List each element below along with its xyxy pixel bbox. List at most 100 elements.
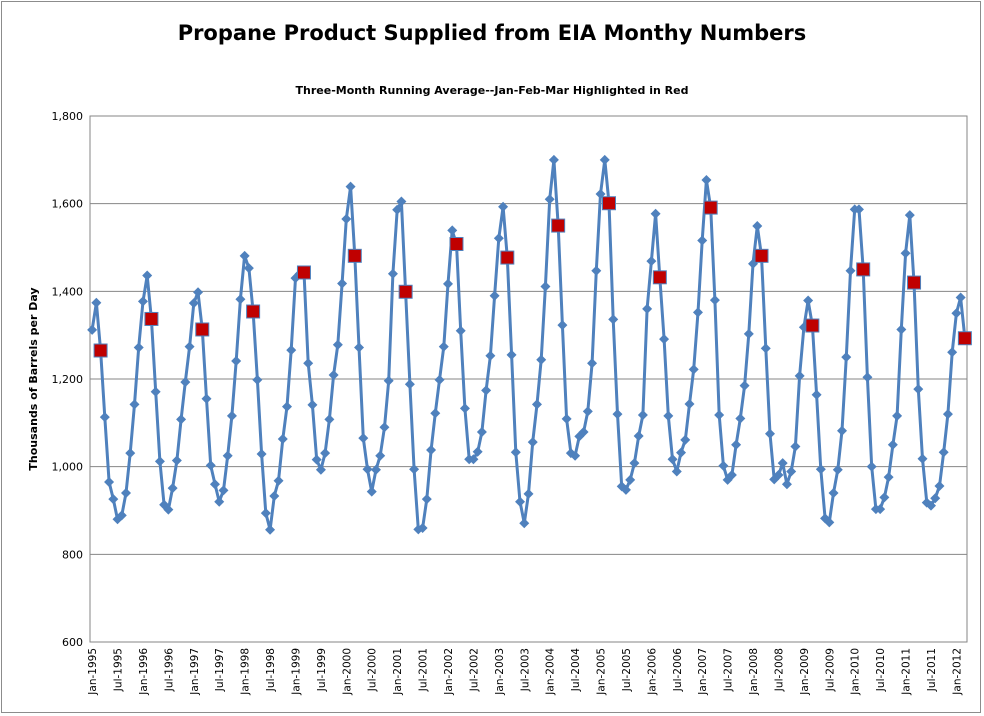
- data-point: [315, 464, 326, 475]
- data-point: [129, 399, 140, 410]
- x-tick-label: Jul-2009: [824, 648, 836, 692]
- data-point: [472, 446, 483, 457]
- x-tick-label: Jul-1998: [265, 648, 277, 692]
- x-tick-label: Jan-2008: [748, 648, 760, 696]
- data-point: [811, 389, 822, 400]
- data-point: [773, 469, 784, 480]
- x-tick-label: Jan-2007: [697, 648, 709, 696]
- x-tick-label: Jul-2006: [672, 648, 684, 692]
- data-point: [803, 295, 814, 306]
- data-point: [493, 233, 504, 244]
- data-point: [193, 287, 204, 298]
- series-line: [87, 154, 972, 535]
- highlight-point-mar: [449, 236, 464, 251]
- x-tick-label: Jul-2000: [367, 648, 379, 692]
- data-point: [455, 325, 466, 336]
- data-point: [239, 250, 250, 261]
- data-point: [544, 194, 555, 205]
- data-point: [760, 343, 771, 354]
- data-point: [137, 296, 148, 307]
- data-point: [667, 454, 678, 465]
- data-point: [121, 487, 132, 498]
- data-point: [489, 290, 500, 301]
- highlight-point-mar: [957, 331, 972, 346]
- highlight-point-mar: [246, 304, 261, 319]
- data-point: [709, 295, 720, 306]
- data-point: [540, 281, 551, 292]
- data-point: [883, 472, 894, 483]
- data-point: [222, 450, 233, 461]
- data-point: [256, 448, 267, 459]
- data-point: [218, 485, 229, 496]
- data-point: [718, 460, 729, 471]
- x-tick-label: Jul-1999: [316, 648, 328, 692]
- data-point: [701, 174, 712, 185]
- series-path: [90, 158, 967, 532]
- data-point: [735, 413, 746, 424]
- data-point: [591, 265, 602, 276]
- highlight-point-mar: [601, 196, 616, 211]
- data-point: [790, 441, 801, 452]
- highlight-point-mar: [805, 318, 820, 333]
- data-point: [324, 414, 335, 425]
- data-point: [781, 479, 792, 490]
- data-point: [650, 208, 661, 219]
- data-point: [515, 496, 526, 507]
- y-axis-label: Thousands of Barrels per Day: [27, 287, 40, 470]
- data-point: [163, 504, 174, 515]
- y-tick-label: 1,400: [52, 285, 84, 298]
- data-point: [459, 403, 470, 414]
- data-point: [845, 265, 856, 276]
- data-point: [633, 430, 644, 441]
- highlight-point-mar: [856, 262, 871, 277]
- x-tick-label: Jul-1995: [113, 648, 125, 692]
- data-point: [383, 375, 394, 386]
- data-point: [379, 422, 390, 433]
- x-tick-label: Jan-1996: [138, 648, 150, 696]
- x-tick-label: Jan-2009: [799, 648, 811, 696]
- data-point: [548, 154, 559, 165]
- data-point: [676, 447, 687, 458]
- data-point: [468, 454, 479, 465]
- data-point: [557, 320, 568, 331]
- chart-subtitle: Three-Month Running Average--Jan-Feb-Mar…: [296, 84, 689, 97]
- data-point: [824, 517, 835, 528]
- data-point: [396, 196, 407, 207]
- highlight-point-mar: [347, 248, 362, 263]
- data-point: [421, 494, 432, 505]
- data-point: [320, 448, 331, 459]
- data-point: [786, 466, 797, 477]
- data-point: [311, 454, 322, 465]
- data-point: [438, 341, 449, 352]
- data-point: [832, 464, 843, 475]
- data-point: [671, 466, 682, 477]
- highlight-point-mar: [551, 218, 566, 233]
- data-point: [642, 303, 653, 314]
- data-point: [743, 328, 754, 339]
- data-point: [358, 433, 369, 444]
- x-tick-label: Jul-2007: [723, 648, 735, 692]
- x-tick-label: Jul-2002: [468, 648, 480, 692]
- data-point: [637, 409, 648, 420]
- data-point: [231, 356, 242, 367]
- data-point: [171, 455, 182, 466]
- data-point: [887, 439, 898, 450]
- data-point: [277, 434, 288, 445]
- data-point: [286, 345, 297, 356]
- data-point: [892, 410, 903, 421]
- x-tick-label: Jul-1997: [214, 648, 226, 692]
- data-point: [561, 413, 572, 424]
- data-point: [625, 474, 636, 485]
- data-point: [947, 347, 958, 358]
- data-point: [896, 324, 907, 335]
- y-tick-label: 800: [62, 548, 83, 561]
- data-point: [214, 496, 225, 507]
- data-point: [951, 308, 962, 319]
- highlight-point-mar: [144, 311, 159, 326]
- data-point: [879, 492, 890, 503]
- highlight-point-mar: [93, 343, 108, 358]
- data-point: [752, 221, 763, 232]
- data-point: [934, 480, 945, 491]
- data-point: [387, 268, 398, 279]
